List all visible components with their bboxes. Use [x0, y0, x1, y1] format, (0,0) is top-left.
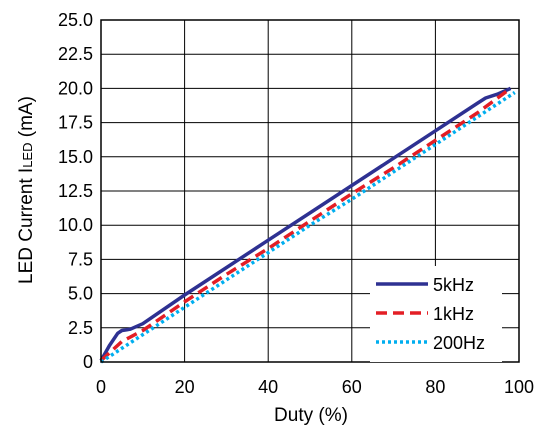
y-tick-label: 15.0 [58, 147, 93, 167]
series-line-5khz [99, 86, 512, 362]
x-tick-label: 80 [425, 377, 445, 397]
y-tick-label: 17.5 [58, 113, 93, 133]
x-tick-label: 40 [258, 377, 278, 397]
y-tick-label: 0 [83, 352, 93, 372]
legend-box [370, 266, 502, 362]
x-tick-label: 60 [342, 377, 362, 397]
legend-label-5khz: 5kHz [433, 275, 474, 295]
x-tick-label: 0 [96, 377, 106, 397]
series-line-200hz [100, 91, 516, 364]
y-tick-label: 12.5 [58, 181, 93, 201]
legend-label-200hz: 200Hz [433, 333, 485, 353]
y-axis-title-main: LED Current I [16, 168, 37, 284]
y-tick-label: 5.0 [68, 284, 93, 304]
x-tick-label: 100 [504, 377, 534, 397]
y-tick-label: 2.5 [68, 318, 93, 338]
y-tick-label: 25.0 [58, 10, 93, 30]
x-tick-label: 20 [175, 377, 195, 397]
y-axis-title-subscript: LED [20, 142, 35, 167]
series-line-1khz [99, 86, 512, 362]
plot-frame [100, 19, 520, 363]
y-axis-title: LED Current ILED (mA) [16, 96, 37, 284]
y-tick-labels: 0 2.5 5.0 7.5 10.0 12.5 15.0 17.5 20.0 22.5 25.0 [58, 10, 93, 372]
y-tick-label: 20.0 [58, 78, 93, 98]
legend: 5kHz 1kHz 200Hz [370, 266, 502, 362]
y-tick-label: 22.5 [58, 44, 93, 64]
x-axis-title: Duty (%) [274, 405, 348, 426]
y-axis-title-unit: (mA) [16, 96, 37, 142]
y-tick-label: 7.5 [68, 249, 93, 269]
x-tick-labels: 0 20 40 60 80 100 [96, 377, 534, 397]
y-tick-label: 10.0 [58, 215, 93, 235]
legend-label-1khz: 1kHz [433, 304, 474, 324]
series-lines [99, 86, 516, 364]
